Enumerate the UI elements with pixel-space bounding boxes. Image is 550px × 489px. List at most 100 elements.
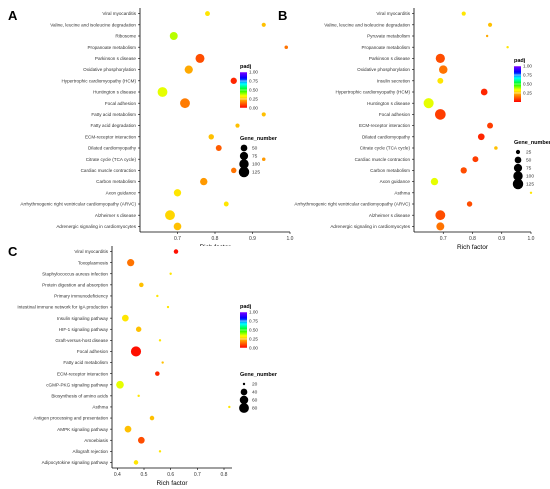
y-tick-label: Parkinson s disease	[369, 56, 411, 61]
size-legend-dot	[514, 156, 522, 164]
y-tick-label: Asthma	[92, 405, 108, 410]
colorbar-tick-label: 0.25	[249, 97, 258, 102]
y-tick-label: Focal adhesion	[77, 349, 109, 354]
data-point	[158, 339, 162, 342]
y-tick-label: Arrhythmogenic right ventricular cardiom…	[294, 202, 410, 207]
x-tick-label: 0.7	[194, 472, 201, 478]
data-point	[487, 22, 493, 27]
data-point	[195, 53, 205, 63]
size-legend-dot	[513, 163, 523, 173]
panel-b: B Viral myocarditis Valine, leucine and is…	[278, 8, 550, 251]
data-point	[284, 45, 289, 49]
x-axis-label: Rich factor	[156, 480, 188, 487]
y-tick-label: Viral myocarditis	[376, 11, 410, 16]
x-tick-label: 0.6	[167, 472, 174, 478]
y-tick-label: Adipocytokine signaling pathway	[42, 460, 109, 465]
data-point	[228, 405, 231, 409]
x-tick-label: 0.7	[174, 236, 181, 242]
y-tick-label: Axon guidance	[106, 190, 137, 195]
size-legend-title: Gene_number	[514, 140, 550, 146]
data-point	[423, 98, 434, 109]
data-point	[435, 210, 446, 221]
data-point	[435, 53, 445, 64]
data-point	[477, 133, 485, 141]
data-point	[116, 380, 124, 389]
x-tick-label: 1.0	[528, 236, 535, 242]
size-legend-dot	[240, 388, 248, 396]
size-legend-dot	[515, 149, 521, 155]
x-tick-label: 0.8	[469, 236, 476, 242]
colorbar-tick-label: 1.00	[523, 64, 532, 69]
data-point	[205, 11, 210, 17]
y-tick-label: Focal adhesion	[105, 101, 137, 106]
data-point	[461, 11, 466, 16]
size-legend-label: 100	[526, 174, 534, 180]
y-tick-label: ECM-receptor interaction	[359, 123, 411, 128]
size-legend-title: Gene_number	[240, 372, 278, 378]
size-legend-dot	[240, 144, 248, 152]
panel-label: C	[8, 244, 18, 259]
colorbar-tick-label: 0.50	[249, 328, 258, 333]
y-tick-label: Adrenergic signaling in cardiomyocytes	[56, 224, 136, 229]
data-point	[261, 112, 266, 117]
y-tick-label: Viral myocarditis	[74, 249, 108, 254]
data-point	[169, 32, 178, 40]
y-tick-label: cGMP-PKG signaling pathway	[46, 382, 108, 387]
data-point	[435, 109, 446, 120]
data-point	[157, 87, 168, 97]
y-tick-label: Citrate cycle (TCA cycle)	[86, 157, 137, 162]
size-legend-label: 60	[252, 398, 258, 404]
data-point	[200, 177, 208, 186]
y-tick-label: Valine, leucine and isoleucine degradati…	[50, 22, 136, 27]
colorbar-tick-label: 0.25	[249, 337, 258, 342]
data-point	[466, 201, 473, 207]
size-legend-dot	[512, 178, 524, 190]
y-tick-label: Cardiac muscle contraction	[355, 157, 411, 162]
y-tick-label: Carbon metabolism	[370, 168, 410, 173]
size-legend-dot	[238, 166, 250, 178]
colorbar-tick-label: 0.75	[249, 79, 258, 84]
data-point	[430, 177, 439, 186]
y-tick-label: Fatty acid degradation	[91, 123, 137, 128]
data-point	[135, 326, 142, 332]
size-legend-label: 50	[252, 146, 258, 152]
plot-area	[112, 246, 232, 468]
y-tick-label: Huntington s disease	[93, 90, 136, 95]
data-point	[165, 210, 175, 221]
colorbar-tick-label: 1.00	[249, 70, 258, 75]
y-tick-label: Primary immunodeficiency	[54, 294, 109, 299]
colorbar-tick-label: 0.25	[523, 91, 532, 96]
size-legend-label: 125	[526, 182, 534, 188]
colorbar-tick-label: 0.50	[523, 82, 532, 87]
y-tick-label: Toxoplasmosis	[78, 260, 109, 265]
x-tick-label: 0.8	[221, 472, 228, 478]
panel-a: A Viral myocarditis Valine, leucine and is…	[8, 8, 294, 251]
size-legend-dot	[513, 171, 523, 181]
size-legend-label: 20	[252, 382, 258, 388]
data-point	[137, 394, 140, 398]
y-tick-label: ECM-receptor interaction	[57, 371, 109, 376]
x-axis-label: Rich factor	[457, 244, 489, 251]
data-point	[139, 282, 144, 288]
y-tick-label: Protein digestion and absorption	[42, 282, 108, 287]
data-point	[436, 222, 445, 231]
y-tick-label: Axon guidance	[380, 179, 411, 184]
y-tick-label: Ribosome	[115, 34, 136, 39]
colorbar-tick-label: 0.00	[249, 346, 258, 351]
data-point	[480, 88, 488, 96]
y-tick-label: Graft-versus-host disease	[55, 338, 108, 343]
data-point	[230, 77, 237, 84]
size-legend-dot	[239, 151, 249, 161]
y-tick-label: AMPK signaling pathway	[57, 427, 109, 432]
y-tick-label: Fatty acid metabolism	[63, 360, 108, 365]
y-tick-label: Alzheimer s disease	[369, 213, 411, 218]
size-legend-label: 75	[526, 166, 532, 172]
colorbar-tick-label: 1.00	[249, 310, 258, 315]
data-point	[124, 425, 132, 433]
y-tick-label: Intestinal immune network for IgA produc…	[17, 305, 108, 310]
size-legend-dot	[239, 403, 249, 413]
y-tick-label: Pyruvate metabolism	[367, 34, 410, 39]
data-point	[437, 77, 444, 84]
data-point	[173, 249, 179, 254]
